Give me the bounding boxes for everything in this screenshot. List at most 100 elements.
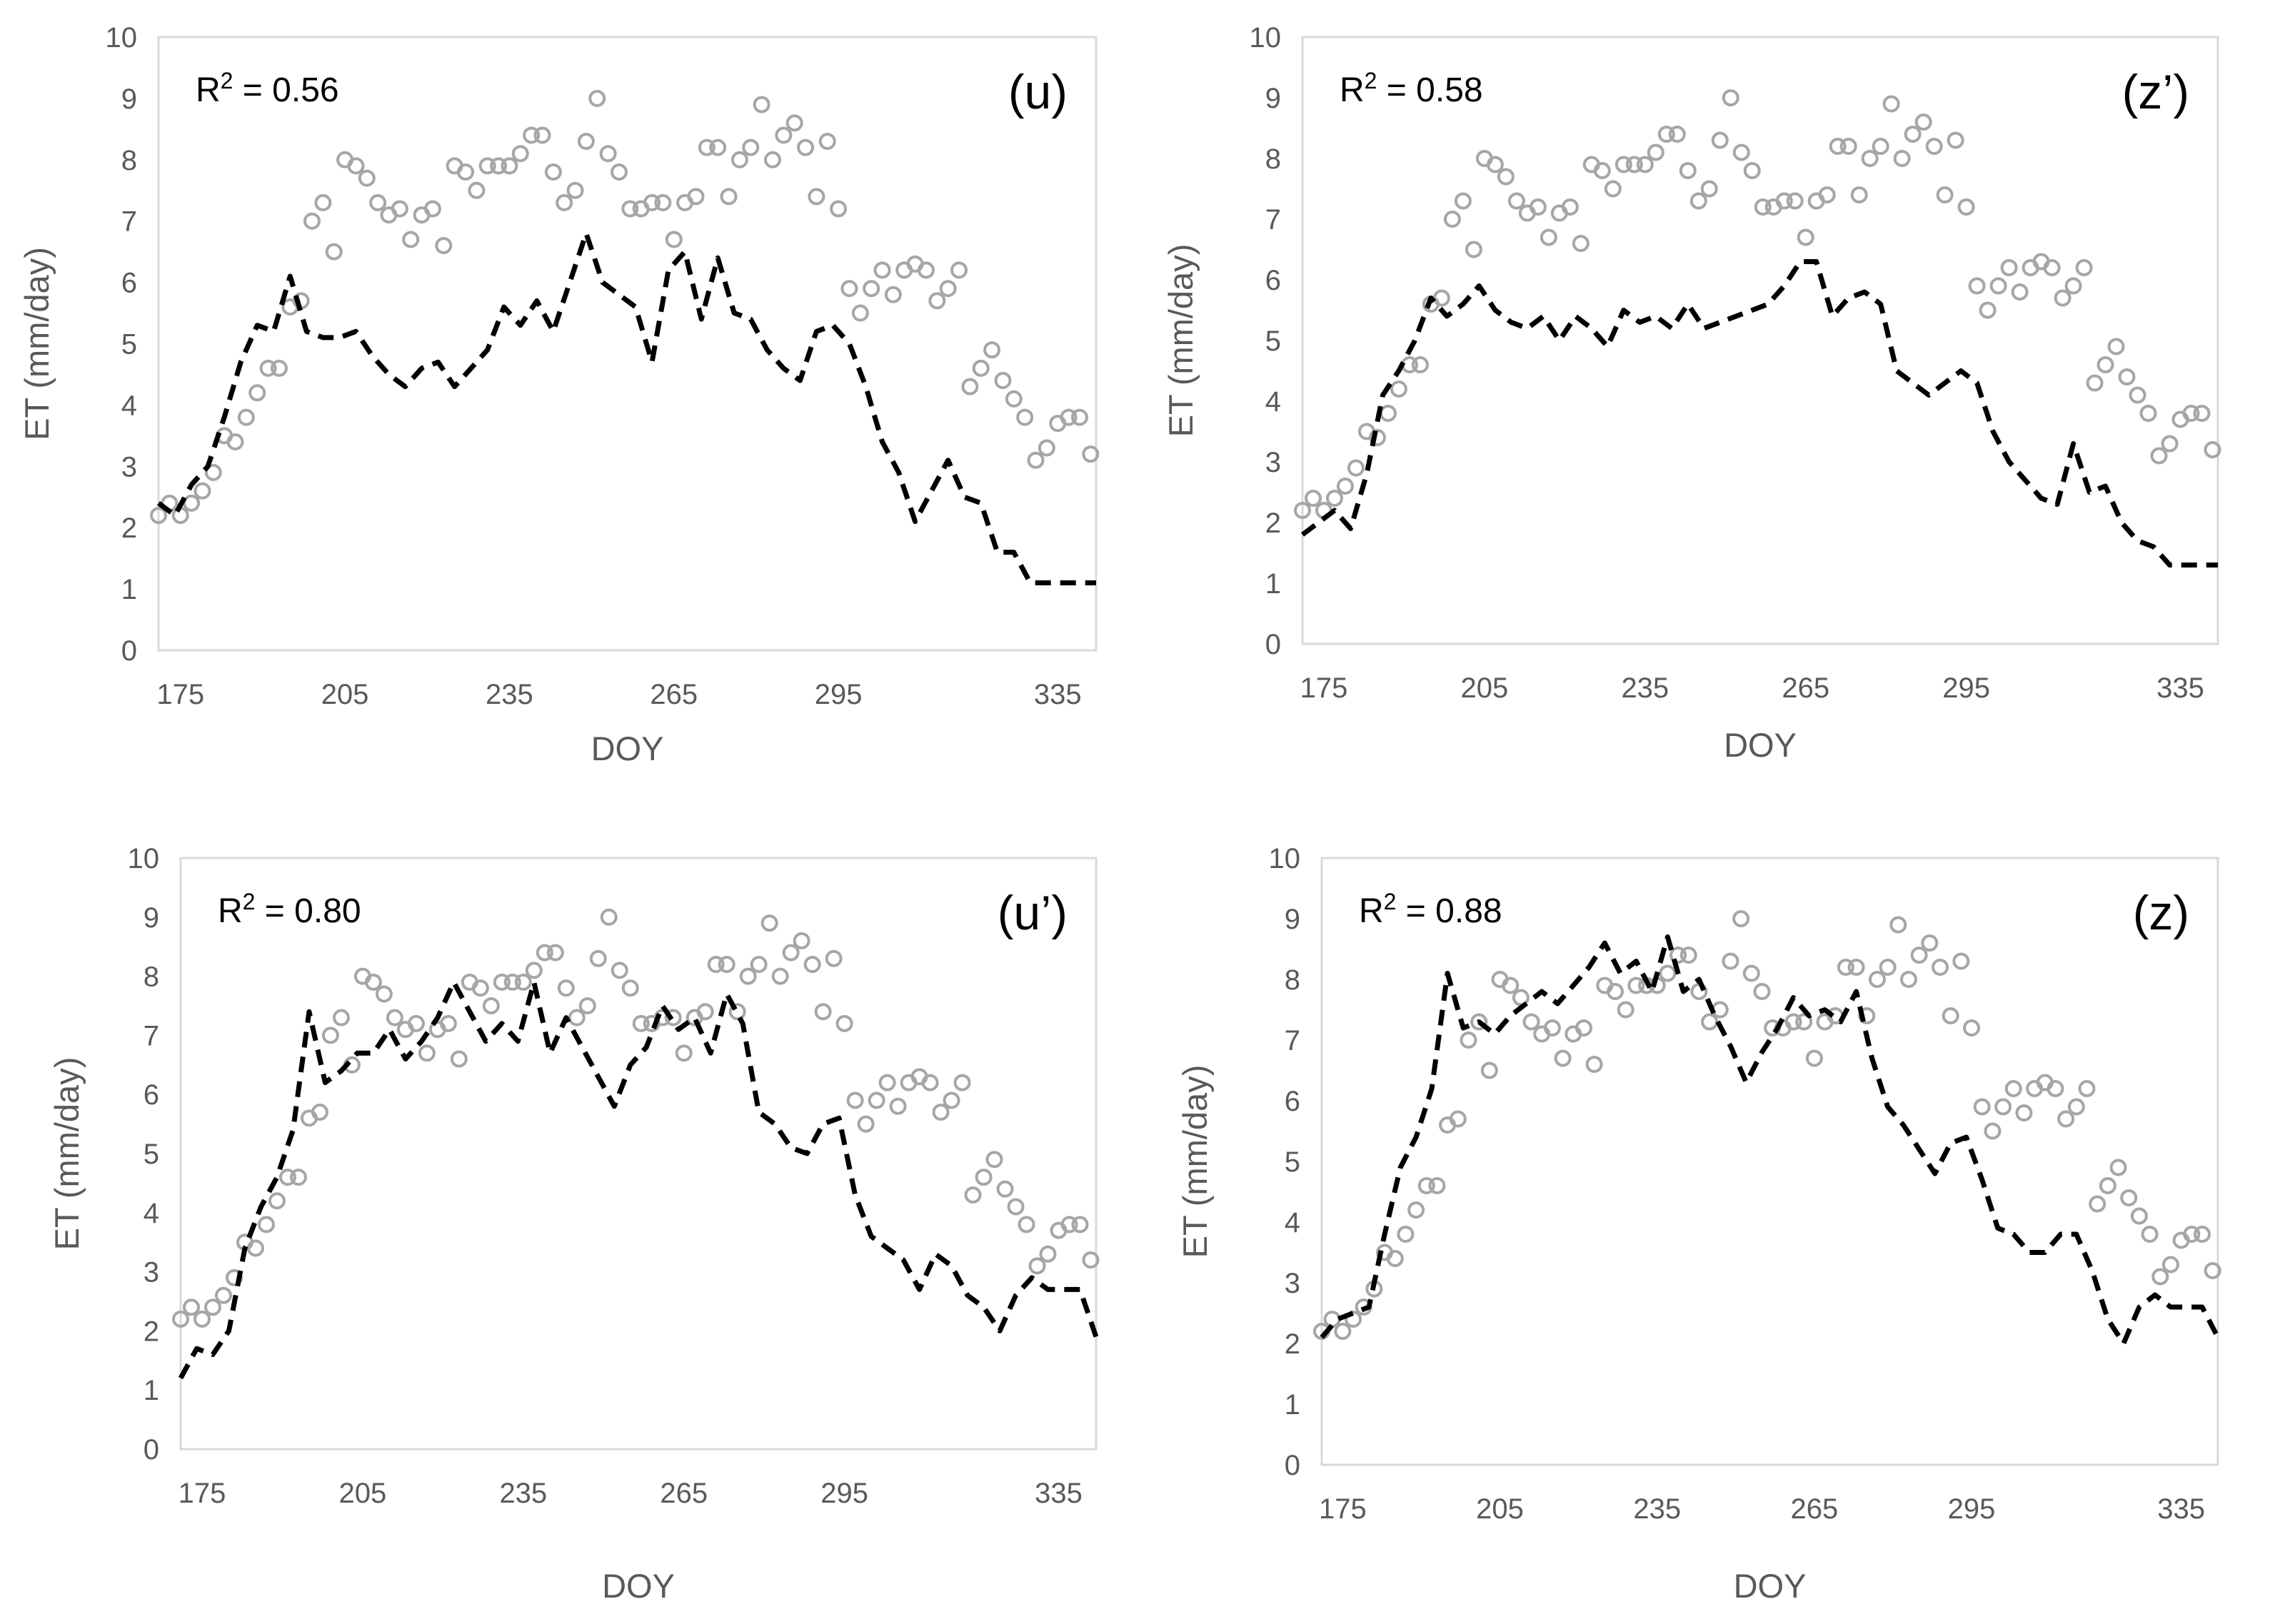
observed-point: [675, 1044, 693, 1062]
observed-point: [525, 962, 543, 979]
r-squared-exponent: 2: [1384, 889, 1397, 914]
observed-point: [2075, 259, 2093, 276]
observed-point: [1386, 1250, 1404, 1267]
panel-label: (u’): [998, 886, 1068, 940]
observed-point: [2161, 1256, 2179, 1274]
observed-point: [785, 114, 803, 132]
observed-point: [889, 1097, 907, 1115]
x-axis-title: DOY: [602, 1567, 675, 1605]
observed-point: [1039, 1245, 1057, 1263]
observed-point: [456, 163, 474, 181]
observed-point: [2182, 405, 2200, 422]
observed-point: [1711, 131, 1729, 149]
y-tick-label: 1: [1265, 568, 1281, 600]
x-tick-label: 295: [1948, 1493, 1996, 1525]
observed-point: [1947, 131, 1964, 149]
x-tick-label: 205: [1461, 672, 1509, 704]
observed-point: [994, 372, 1012, 390]
observed-point: [311, 1104, 328, 1121]
observed-point: [2067, 1098, 2085, 1116]
observed-point: [750, 956, 768, 974]
y-tick-label: 4: [1265, 386, 1281, 418]
x-tick-label: 335: [2156, 672, 2204, 704]
observed-point: [1659, 964, 1677, 982]
y-tick-label: 6: [1265, 265, 1281, 296]
y-tick-label: 10: [1269, 843, 1301, 874]
y-tick-label: 7: [121, 206, 137, 238]
observed-point: [873, 261, 891, 279]
observed-point: [1502, 977, 1520, 994]
observed-point: [237, 408, 255, 426]
y-tick-label: 1: [144, 1375, 159, 1406]
observed-point: [226, 433, 244, 450]
observed-point: [468, 181, 486, 199]
observed-point: [1973, 1098, 1991, 1116]
observed-point: [1325, 490, 1343, 507]
observed-point: [303, 212, 321, 230]
observed-point: [814, 1003, 832, 1021]
observed-point: [402, 231, 420, 248]
observed-point: [664, 1009, 682, 1027]
observed-point: [771, 967, 789, 985]
observed-point: [878, 1074, 896, 1091]
observed-point: [270, 359, 288, 377]
observed-point: [2151, 1268, 2169, 1286]
observed-point: [1625, 156, 1643, 173]
observed-point: [972, 359, 990, 377]
observed-point: [2047, 1080, 2064, 1097]
observed-point: [2107, 338, 2125, 355]
observed-point: [2043, 259, 2061, 276]
observed-point: [556, 193, 573, 211]
observed-point: [2193, 1226, 2211, 1243]
observed-point: [1914, 114, 1932, 131]
observed-point: [204, 1298, 221, 1316]
observed-point: [1345, 1311, 1362, 1328]
observed-point: [1795, 1013, 1813, 1031]
observed-point: [996, 1180, 1014, 1198]
observed-point: [953, 1074, 971, 1091]
observed-point: [1732, 910, 1750, 927]
observed-point: [1952, 952, 1970, 970]
r-squared-exponent: 2: [1365, 68, 1377, 94]
observed-point: [358, 169, 376, 187]
observed-point: [1540, 228, 1557, 246]
y-tick-label: 0: [1265, 629, 1281, 660]
observed-point: [314, 193, 332, 211]
observed-point: [1994, 1098, 2012, 1116]
observed-point: [632, 1014, 650, 1032]
x-tick-label: 205: [321, 679, 369, 710]
x-tick-label: 205: [1476, 1493, 1524, 1525]
observed-point: [503, 973, 521, 991]
observed-point: [546, 944, 564, 962]
observed-point: [568, 1009, 586, 1027]
y-axis-title: ET (mm/day): [1176, 1065, 1214, 1259]
y-tick-label: 8: [144, 962, 159, 993]
observed-point: [1572, 235, 1590, 252]
y-tick-label: 1: [121, 574, 137, 605]
observed-point: [364, 973, 382, 991]
observed-point: [1336, 478, 1354, 495]
x-tick-label: 175: [1319, 1493, 1367, 1525]
observed-point: [600, 908, 618, 926]
observed-point: [621, 200, 639, 218]
observed-point: [782, 944, 800, 962]
observed-point: [150, 507, 167, 525]
observed-point: [2078, 1080, 2096, 1097]
chart-panel: 0 1 2 3 4 5 6 7 8 9 10 175 205 235 265 295 335 DOY ET (mm/…: [1176, 843, 2221, 1605]
observed-point: [760, 914, 778, 932]
observed-point: [369, 193, 387, 211]
observed-point: [1837, 959, 1854, 976]
observed-point: [2099, 1177, 2116, 1194]
observed-point: [857, 1115, 875, 1133]
observed-point: [1722, 952, 1739, 970]
observed-point: [1925, 138, 1943, 155]
y-axis-title: ET (mm/day): [18, 247, 56, 440]
observed-point: [943, 1091, 960, 1109]
observed-point: [1507, 192, 1525, 210]
observed-point: [2096, 356, 2114, 373]
observed-point: [1743, 162, 1761, 179]
observed-point: [194, 482, 211, 500]
observed-point: [1786, 192, 1804, 210]
observed-point: [566, 181, 584, 199]
y-axis-title: ET (mm/day): [1162, 244, 1200, 438]
